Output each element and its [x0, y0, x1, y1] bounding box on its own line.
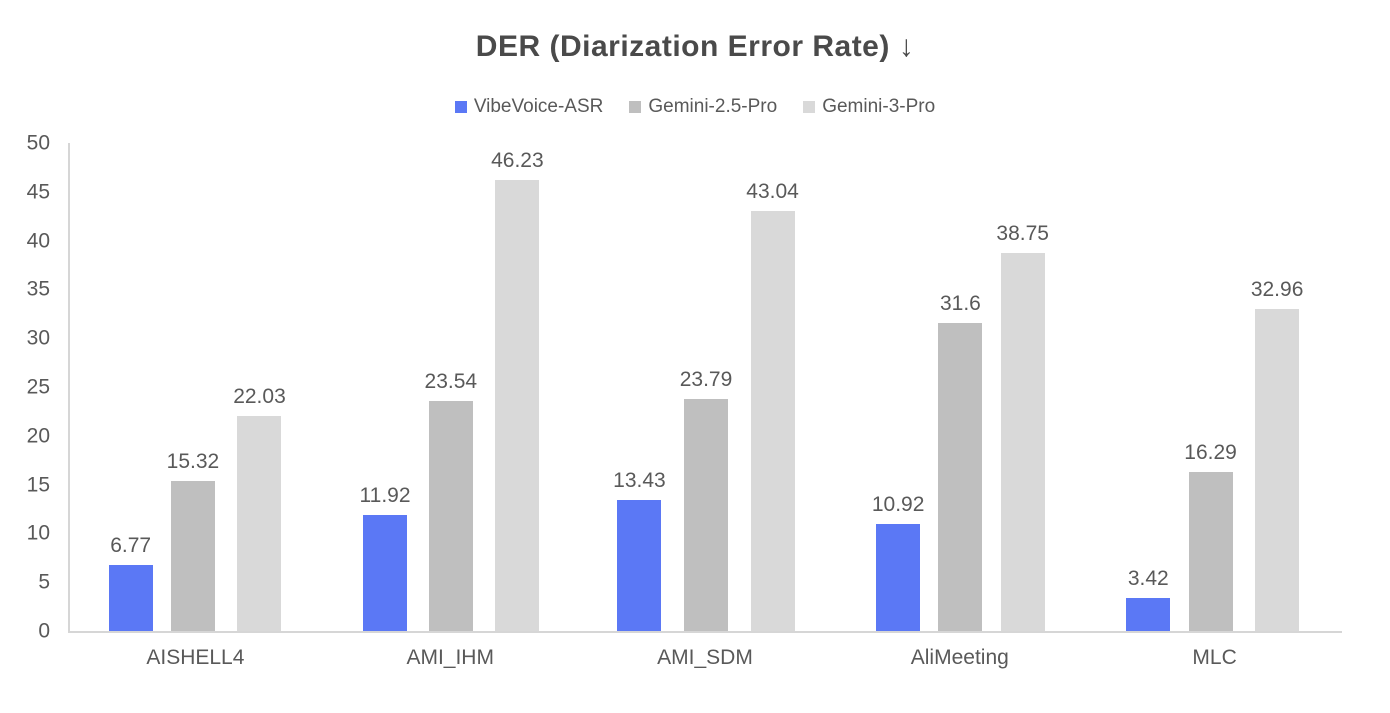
- x-category-label: AISHELL4: [146, 646, 245, 669]
- bar: [1255, 309, 1300, 631]
- legend-label: Gemini-3-Pro: [822, 96, 936, 117]
- bar: [938, 322, 983, 631]
- y-tick-label: 10: [26, 521, 50, 545]
- bar-value-label: 10.92: [871, 493, 925, 517]
- bar-group: 6.77 15.32 22.03: [70, 143, 324, 631]
- bar-with-label: 32.96: [1250, 143, 1304, 631]
- legend-item: Gemini-3-Pro: [803, 96, 935, 118]
- y-tick-label: 20: [26, 424, 50, 448]
- legend-color-marker: [629, 101, 642, 113]
- bar-with-label: 38.75: [996, 143, 1049, 631]
- bar-with-label: 46.23: [491, 143, 544, 631]
- bar-with-label: 13.43: [613, 143, 666, 631]
- bar: [1126, 597, 1171, 631]
- y-tick-label: 40: [26, 229, 50, 253]
- y-tick-label: 45: [26, 180, 50, 204]
- bar: [876, 524, 921, 631]
- bar-with-label: 10.92: [871, 143, 925, 631]
- y-tick-label: 25: [26, 375, 50, 399]
- x-category-label: AliMeeting: [910, 646, 1009, 669]
- bar-value-label: 6.77: [110, 533, 152, 557]
- bar-group: 13.43 23.79 43.04: [579, 143, 833, 631]
- bar-with-label: 43.04: [746, 143, 799, 631]
- x-category-label: MLC: [1192, 646, 1237, 669]
- bar-with-label: 15.32: [166, 143, 220, 631]
- bar: [684, 398, 729, 631]
- bar: [495, 179, 540, 631]
- y-tick-label: 15: [26, 473, 50, 497]
- y-tick-label: 5: [38, 570, 50, 594]
- bar-groups: 6.77 15.32 22.03 11.92 23.54 46.23 13.43 23.79 4…: [70, 143, 1342, 631]
- legend-item: Gemini-2.5-Pro: [629, 96, 777, 118]
- bar-with-label: 23.54: [424, 143, 478, 631]
- chart-title: DER (Diarization Error Rate) ↓: [475, 30, 915, 63]
- bar-value-label: 15.32: [166, 450, 220, 474]
- bar: [237, 416, 282, 631]
- y-tick-label: 0: [38, 619, 50, 643]
- bar: [363, 514, 408, 631]
- bar-value-label: 22.03: [233, 385, 286, 408]
- bar-value-label: 31.6: [939, 291, 981, 315]
- legend-item: VibeVoice-ASR: [454, 96, 604, 118]
- bar-with-label: 6.77: [108, 143, 153, 631]
- bar-value-label: 3.42: [1127, 566, 1169, 590]
- bar-value-label: 23.79: [679, 367, 733, 391]
- bar: [1000, 252, 1045, 631]
- bar-group: 10.92 31.6 38.75: [833, 143, 1087, 631]
- x-category-label: AMI_SDM: [657, 646, 753, 669]
- bar-group: 11.92 23.54 46.23: [324, 143, 578, 631]
- bar-with-label: 11.92: [360, 143, 411, 631]
- bar-with-label: 16.29: [1184, 143, 1237, 631]
- bar-with-label: 31.6: [938, 143, 983, 631]
- bar-value-label: 46.23: [491, 148, 544, 172]
- bar-value-label: 38.75: [996, 221, 1049, 245]
- legend-color-marker: [803, 101, 816, 113]
- bar-value-label: 23.54: [424, 370, 478, 394]
- bar-with-label: 23.79: [679, 143, 733, 631]
- bar-with-label: 22.03: [233, 143, 286, 631]
- bar-value-label: 13.43: [613, 468, 666, 492]
- bar: [170, 481, 215, 631]
- bar: [750, 210, 795, 631]
- bar: [617, 499, 662, 631]
- bar: [108, 564, 153, 631]
- legend-label: VibeVoice-ASR: [473, 96, 604, 117]
- plot-area: 6.77 15.32 22.03 11.92 23.54 46.23 13.43 23.79 4…: [27, 133, 1342, 642]
- y-tick-label: 35: [26, 277, 50, 301]
- bar-value-label: 32.96: [1250, 278, 1304, 302]
- bar-value-label: 11.92: [359, 483, 411, 507]
- bar: [428, 401, 473, 631]
- y-tick-label: 30: [26, 326, 50, 350]
- x-axis-labels: AISHELL4 AMI_IHM AMI_SDM AliMeeting MLC: [68, 646, 1342, 670]
- bar-with-label: 3.42: [1126, 143, 1171, 631]
- bar-value-label: 43.04: [746, 179, 799, 203]
- bar: [1188, 472, 1233, 631]
- chart-legend: VibeVoice-ASR Gemini-2.5-Pro Gemini-3-Pro: [0, 96, 1390, 118]
- legend-label: Gemini-2.5-Pro: [648, 96, 778, 117]
- y-tick-label: 50: [26, 131, 50, 155]
- legend-color-marker: [454, 101, 467, 113]
- x-category-label: AMI_IHM: [406, 646, 494, 669]
- bar-value-label: 16.29: [1184, 441, 1237, 465]
- bar-group: 3.42 16.29 32.96: [1088, 143, 1342, 631]
